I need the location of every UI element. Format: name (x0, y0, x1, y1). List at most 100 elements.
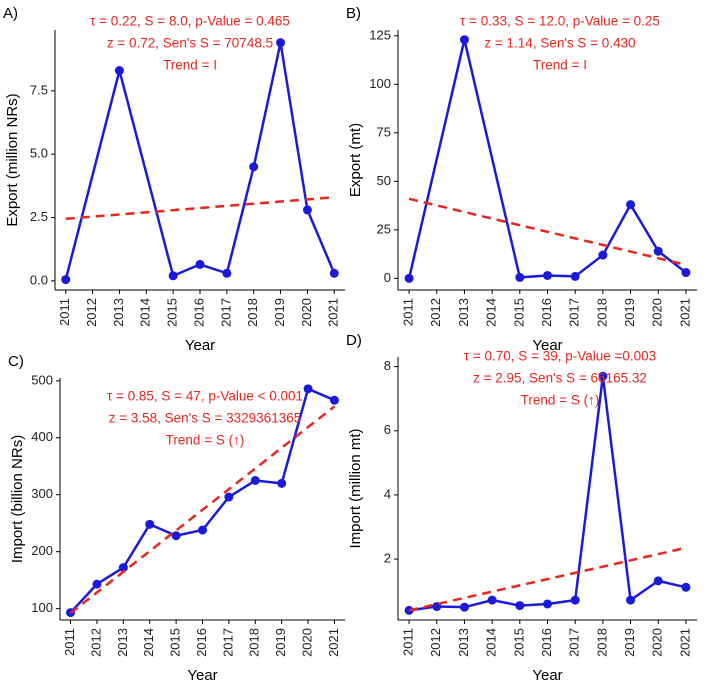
y-tick-label: 8 (384, 358, 391, 373)
x-axis-label: Year (532, 667, 562, 684)
data-point (404, 273, 414, 283)
annotation: τ = 0.33, S = 12.0, p-Value = 0.25 (460, 14, 660, 29)
data-point (570, 595, 580, 605)
annotation: τ = 0.85, S = 47, p-Value < 0.001 (107, 389, 303, 404)
x-tick-label: 2014 (484, 298, 499, 327)
y-axis-label: Export (million NRs) (4, 93, 21, 226)
x-tick-label: 2020 (299, 298, 314, 327)
data-line (407, 39, 687, 279)
data-point (303, 384, 313, 394)
y-tick-label: 500 (31, 372, 53, 387)
annotation: z = 2.95, Sen's S = 66165.32 (473, 371, 647, 386)
x-tick-label: 2018 (594, 628, 609, 657)
y-tick-label: 2 (384, 550, 391, 565)
data-point (681, 268, 691, 278)
data-point (487, 595, 497, 605)
y-tick-label: 300 (31, 486, 53, 501)
data-point (681, 582, 691, 592)
y-axis-label: Import (billion NRs) (9, 435, 26, 563)
x-tick-label: 2019 (272, 298, 287, 327)
data-point (598, 371, 608, 381)
x-tick-label: 2012 (88, 628, 103, 657)
data-point (626, 595, 636, 605)
x-tick-label: 2019 (622, 628, 637, 657)
x-tick-label: 2012 (84, 298, 99, 327)
y-tick-label: 400 (31, 429, 53, 444)
data-point (277, 478, 287, 488)
x-tick-label: 2016 (194, 628, 209, 657)
y-tick-label: 100 (31, 600, 53, 615)
y-tick-label: 7.5 (30, 82, 48, 97)
data-point (543, 599, 552, 609)
x-tick-label: 2017 (567, 298, 582, 327)
y-tick-label: 50 (377, 173, 391, 188)
y-tick-label: 5.0 (30, 146, 48, 161)
data-point (515, 601, 525, 611)
x-tick-label: 2016 (539, 628, 554, 657)
trend-line (408, 546, 687, 612)
x-axis-label: Year (187, 667, 217, 684)
data-point (598, 250, 608, 260)
data-point (249, 162, 259, 172)
x-tick-label: 2012 (428, 298, 443, 327)
data-point (171, 531, 181, 541)
panel-label: D) (346, 332, 362, 349)
x-tick-label: 2017 (567, 628, 582, 657)
x-tick-label: 2017 (218, 298, 233, 327)
y-tick-label: 25 (377, 221, 391, 236)
x-tick-label: 2011 (401, 628, 416, 656)
y-tick-label: 2.5 (30, 209, 48, 224)
x-tick-label: 2012 (428, 628, 443, 657)
x-tick-label: 2016 (191, 298, 206, 327)
x-tick-label: 2013 (456, 628, 471, 657)
x-tick-label: 2018 (245, 298, 260, 327)
annotation: z = 0.72, Sen's S = 70748.5 (107, 36, 273, 51)
data-point (626, 200, 636, 210)
y-tick-label: 0.0 (30, 272, 48, 287)
data-point (302, 205, 312, 215)
data-point (168, 271, 178, 281)
y-tick-label: 125 (369, 27, 391, 42)
x-tick-label: 2015 (168, 628, 183, 657)
x-tick-label: 2020 (650, 628, 665, 657)
x-tick-label: 2021 (677, 628, 692, 657)
x-tick-label: 2015 (511, 298, 526, 327)
data-point (459, 602, 469, 612)
data-point (653, 246, 663, 256)
annotation: z = 3.58, Sen's S = 3329361365 (109, 411, 301, 426)
x-tick-label: 2020 (650, 298, 665, 327)
x-tick-label: 2014 (141, 628, 156, 657)
x-axis-label: Year (185, 337, 215, 354)
data-point (543, 270, 552, 280)
annotation: Trend = I (533, 58, 587, 73)
x-tick-label: 2015 (165, 298, 180, 327)
data-point (224, 492, 234, 502)
data-point (329, 268, 339, 278)
x-tick-label: 2011 (62, 628, 77, 656)
data-point (459, 35, 469, 45)
x-tick-label: 2011 (401, 298, 416, 326)
data-point (118, 563, 128, 573)
y-tick-label: 75 (377, 124, 391, 139)
data-point (92, 579, 102, 589)
x-tick-label: 2016 (539, 298, 554, 327)
annotation: Trend = S (↑) (166, 433, 245, 448)
y-tick-label: 100 (369, 76, 391, 91)
data-line (64, 42, 336, 280)
x-tick-label: 2017 (220, 628, 235, 657)
x-tick-label: 2014 (484, 628, 499, 657)
data-point (515, 272, 525, 282)
annotation: z = 1.14, Sen's S = 0.430 (484, 36, 635, 51)
x-tick-label: 2020 (299, 628, 314, 657)
data-point (195, 259, 205, 269)
annotation: Trend = I (163, 58, 217, 73)
data-point (329, 395, 339, 405)
x-axis-label: Year (532, 337, 562, 354)
panel-label: A) (3, 5, 18, 22)
y-tick-label: 6 (384, 422, 391, 437)
data-point (61, 275, 71, 285)
data-point (222, 268, 232, 278)
annotation: τ = 0.70, S = 39, p-Value =0.003 (464, 349, 656, 364)
data-point (570, 271, 580, 281)
x-tick-label: 2021 (326, 628, 341, 657)
